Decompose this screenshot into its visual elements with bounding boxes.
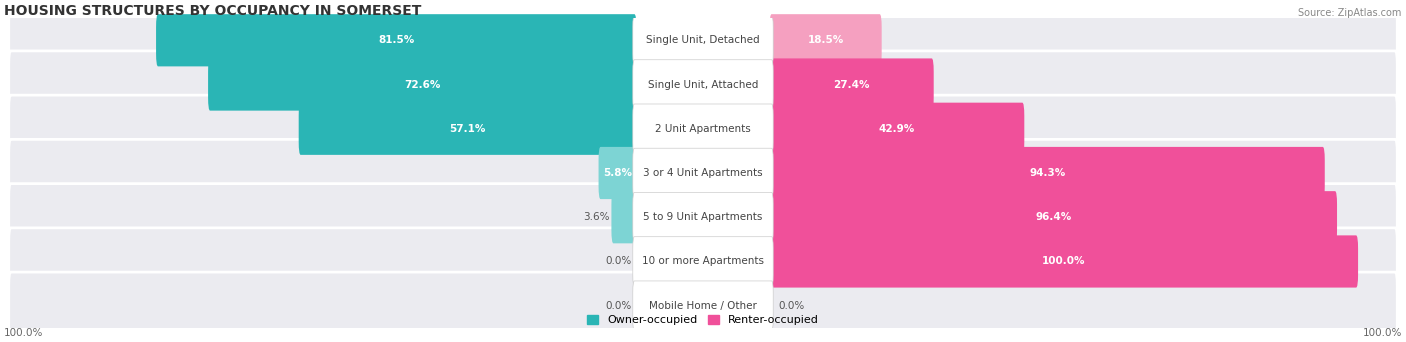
Text: 81.5%: 81.5% <box>378 35 415 45</box>
FancyBboxPatch shape <box>633 193 773 242</box>
FancyBboxPatch shape <box>156 14 637 66</box>
FancyBboxPatch shape <box>769 191 1337 244</box>
Text: 27.4%: 27.4% <box>834 80 870 90</box>
FancyBboxPatch shape <box>633 281 773 330</box>
Text: 72.6%: 72.6% <box>404 80 440 90</box>
Text: 2 Unit Apartments: 2 Unit Apartments <box>655 124 751 134</box>
FancyBboxPatch shape <box>8 184 1398 251</box>
Text: 0.0%: 0.0% <box>605 301 631 311</box>
Text: Source: ZipAtlas.com: Source: ZipAtlas.com <box>1299 8 1402 18</box>
FancyBboxPatch shape <box>599 147 637 199</box>
Text: HOUSING STRUCTURES BY OCCUPANCY IN SOMERSET: HOUSING STRUCTURES BY OCCUPANCY IN SOMER… <box>4 4 422 18</box>
FancyBboxPatch shape <box>633 15 773 65</box>
FancyBboxPatch shape <box>633 60 773 109</box>
Text: 5 to 9 Unit Apartments: 5 to 9 Unit Apartments <box>644 212 762 222</box>
Legend: Owner-occupied, Renter-occupied: Owner-occupied, Renter-occupied <box>586 315 820 325</box>
Text: 5.8%: 5.8% <box>603 168 631 178</box>
FancyBboxPatch shape <box>8 6 1398 74</box>
FancyBboxPatch shape <box>633 237 773 286</box>
Text: 3.6%: 3.6% <box>583 212 610 222</box>
FancyBboxPatch shape <box>8 228 1398 295</box>
Text: 57.1%: 57.1% <box>450 124 485 134</box>
Text: 10 or more Apartments: 10 or more Apartments <box>643 256 763 266</box>
Text: 96.4%: 96.4% <box>1035 212 1071 222</box>
FancyBboxPatch shape <box>769 147 1324 199</box>
FancyBboxPatch shape <box>769 235 1358 288</box>
Text: Single Unit, Attached: Single Unit, Attached <box>648 80 758 90</box>
FancyBboxPatch shape <box>8 140 1398 207</box>
Text: 94.3%: 94.3% <box>1029 168 1066 178</box>
FancyBboxPatch shape <box>769 103 1025 155</box>
FancyBboxPatch shape <box>612 191 637 244</box>
Text: Single Unit, Detached: Single Unit, Detached <box>647 35 759 45</box>
Text: 0.0%: 0.0% <box>778 301 804 311</box>
FancyBboxPatch shape <box>8 95 1398 162</box>
Text: 0.0%: 0.0% <box>605 256 631 266</box>
FancyBboxPatch shape <box>633 148 773 198</box>
Text: 100.0%: 100.0% <box>1362 328 1402 338</box>
Text: 100.0%: 100.0% <box>1042 256 1085 266</box>
FancyBboxPatch shape <box>298 103 637 155</box>
FancyBboxPatch shape <box>769 14 882 66</box>
Text: 3 or 4 Unit Apartments: 3 or 4 Unit Apartments <box>643 168 763 178</box>
Text: Mobile Home / Other: Mobile Home / Other <box>650 301 756 311</box>
Text: 100.0%: 100.0% <box>4 328 44 338</box>
FancyBboxPatch shape <box>769 58 934 110</box>
FancyBboxPatch shape <box>8 51 1398 118</box>
Text: 42.9%: 42.9% <box>879 124 915 134</box>
Text: 18.5%: 18.5% <box>807 35 844 45</box>
FancyBboxPatch shape <box>208 58 637 110</box>
FancyBboxPatch shape <box>633 104 773 154</box>
FancyBboxPatch shape <box>8 272 1398 339</box>
